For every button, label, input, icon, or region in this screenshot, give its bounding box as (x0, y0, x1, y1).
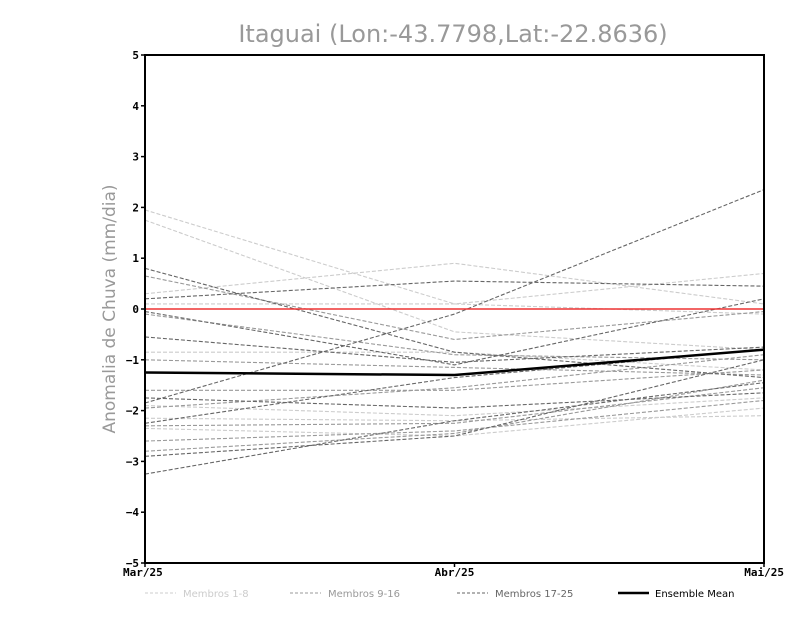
series-line-17 (144, 189, 765, 404)
series-line-3 (144, 262, 765, 305)
x-tick-label: Mar/25 (123, 566, 163, 579)
series-line-15 (144, 399, 765, 442)
legend-label: Ensemble Mean (655, 589, 734, 600)
y-tick-label: −1 (126, 354, 140, 367)
y-tick-label: 2 (132, 201, 139, 214)
x-tick-label: Abr/25 (435, 566, 475, 579)
series-line-10 (144, 313, 765, 361)
legend-label: Membros 9-16 (328, 589, 400, 600)
series-line-11 (144, 359, 765, 376)
y-tick-label: 0 (132, 303, 139, 316)
series-line-6 (144, 397, 765, 417)
series-line-22 (144, 392, 765, 409)
series-line-13 (144, 354, 765, 409)
series-line-21 (144, 336, 765, 363)
series-line-1 (144, 209, 765, 315)
series-layer (144, 189, 765, 475)
axes-layer: −5 −4 −3 −2 −1 0 1 2 3 4 5 Mar/25 Abr/25 Mai/25 (123, 49, 784, 579)
ensemble-mean-line (144, 348, 765, 377)
y-tick-label: 4 (132, 100, 139, 113)
series-line-14 (144, 387, 765, 427)
series-line-4 (145, 272, 765, 305)
chart-title: Itaguai (Lon:-43.7798,Lat:-22.8636) (238, 20, 667, 48)
mean-layer (144, 348, 765, 377)
series-line-20 (144, 298, 765, 366)
y-tick-label: −5 (126, 557, 139, 570)
series-line-9 (144, 275, 765, 341)
y-tick-label: −2 (126, 405, 139, 418)
y-tick-label: −3 (126, 455, 139, 468)
y-tick-label: 5 (132, 49, 139, 62)
x-tick-label: Mai/25 (744, 566, 784, 579)
series-line-24 (144, 359, 765, 457)
series-line-12 (145, 369, 765, 391)
legend-label: Membros 1-8 (183, 589, 249, 600)
y-tick-label: 3 (132, 151, 139, 164)
y-tick-label: 1 (132, 252, 139, 265)
series-line-23 (144, 349, 765, 424)
series-line-19 (144, 267, 765, 379)
y-axis-label: Anomalia de Chuva (mm/dia) (100, 184, 120, 433)
series-line-18 (144, 280, 765, 300)
series-line-2 (144, 219, 765, 351)
legend-label: Membros 17-25 (495, 589, 573, 600)
series-line-7 (144, 407, 765, 437)
y-tick-label: −4 (126, 506, 140, 519)
series-line-25 (144, 382, 765, 475)
series-line-8 (144, 415, 765, 422)
legend-layer: Membros 1-8 Membros 9-16 Membros 17-25 Ense… (145, 589, 734, 600)
